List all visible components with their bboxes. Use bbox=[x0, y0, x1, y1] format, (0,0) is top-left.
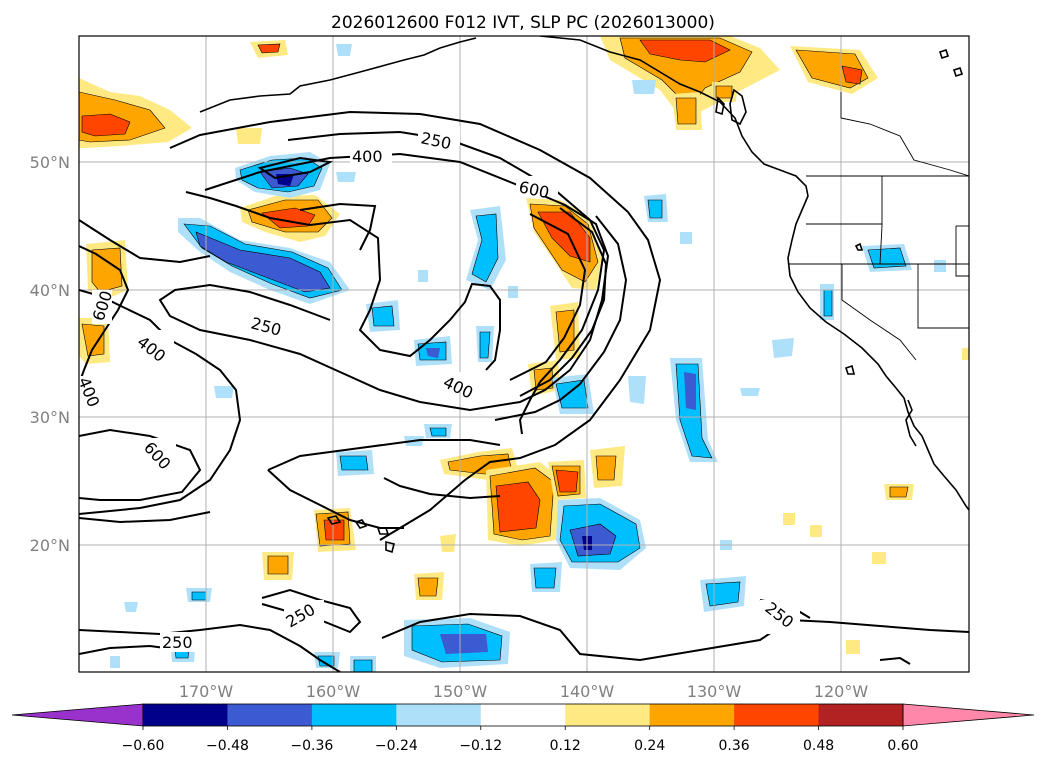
colorbar-extend-max bbox=[902, 703, 1035, 727]
colorbar-tick-label: −0.24 bbox=[375, 738, 418, 754]
colorbar-bin bbox=[480, 704, 566, 726]
contour-label: 400 bbox=[352, 147, 383, 166]
map-title: 2026012600 F012 IVT, SLP PC (2026013000) bbox=[331, 13, 715, 33]
colorbar-tick-label: −0.36 bbox=[290, 738, 333, 754]
contour-label: 250 bbox=[162, 633, 193, 652]
colorbar-tick-label: 0.12 bbox=[550, 738, 581, 754]
colorbar-bin bbox=[734, 704, 820, 726]
colorbar-bin bbox=[565, 704, 651, 726]
colorbar-bin bbox=[143, 704, 228, 726]
colorbar-tick-label: 0.36 bbox=[719, 738, 750, 754]
colorbar-tick-label: −0.48 bbox=[206, 738, 249, 754]
colorbar-frame bbox=[142, 703, 904, 727]
colorbar: −0.60 −0.48 −0.36 −0.24 −0.12 0.12 0.24 0.36 0.4… bbox=[11, 703, 1035, 754]
colorbar-bin bbox=[396, 704, 482, 726]
latitude-labels: 50°N 40°N 30°N 20°N bbox=[30, 153, 70, 555]
colorbar-bin bbox=[649, 704, 735, 726]
ivt-negative-anomalies bbox=[110, 44, 946, 672]
lon-label: 170°W bbox=[179, 682, 234, 701]
colorbar-tick-label: 0.60 bbox=[887, 738, 918, 754]
slp-contours bbox=[79, 110, 969, 672]
colorbar-bin bbox=[818, 704, 904, 726]
coastlines bbox=[199, 36, 969, 554]
colorbar-tick-label: −0.12 bbox=[459, 738, 502, 754]
colorbar-tick-label: 0.24 bbox=[634, 738, 665, 754]
lon-label: 160°W bbox=[306, 682, 361, 701]
contour-labels: 250 400 600 250 400 600 400 400 600 250 … bbox=[79, 126, 800, 652]
lon-label: 120°W bbox=[814, 682, 869, 701]
colorbar-bin bbox=[227, 704, 313, 726]
map-frame bbox=[78, 35, 970, 673]
colorbar-bin bbox=[311, 704, 397, 726]
lat-label: 30°N bbox=[30, 408, 70, 427]
gridlines bbox=[79, 36, 969, 672]
lat-label: 50°N bbox=[30, 153, 70, 172]
lon-label: 130°W bbox=[687, 682, 742, 701]
lon-label: 140°W bbox=[560, 682, 615, 701]
map-area: 250 400 600 250 400 600 400 400 600 250 … bbox=[79, 36, 969, 672]
lat-label: 40°N bbox=[30, 281, 70, 300]
colorbar-tick-label: −0.60 bbox=[122, 738, 165, 754]
political-borders bbox=[788, 92, 969, 361]
colorbar-extend-min bbox=[11, 703, 144, 727]
lat-label: 20°N bbox=[30, 536, 70, 555]
colorbar-tick-label: 0.48 bbox=[803, 738, 834, 754]
longitude-labels: 170°W 160°W 150°W 140°W 130°W 120°W bbox=[179, 682, 869, 701]
lon-label: 150°W bbox=[433, 682, 488, 701]
